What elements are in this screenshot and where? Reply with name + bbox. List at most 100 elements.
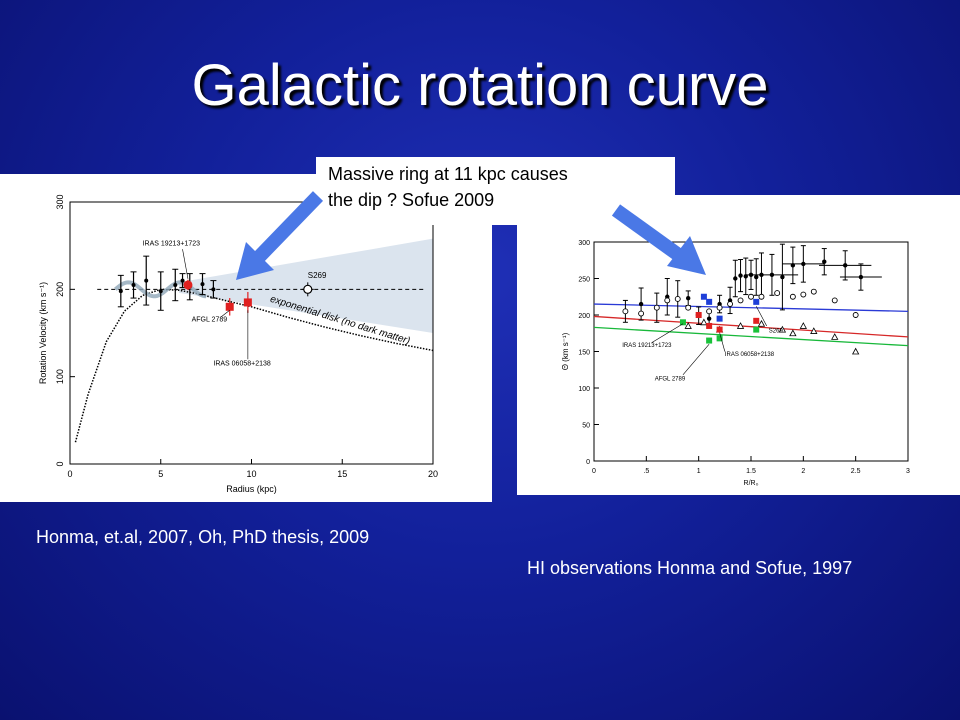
fit-line-green — [593, 326, 909, 347]
point-label-leader — [719, 332, 726, 352]
x-tick-label: 3 — [906, 468, 910, 475]
caption-left: Honma, et.al, 2007, Oh, PhD thesis, 2009 — [36, 527, 370, 547]
y-tick-label: 100 — [55, 369, 65, 384]
point-label: IRAS 06058+2138 — [725, 352, 775, 358]
open-triangle-point — [778, 325, 787, 333]
caption-right: HI observations Honma and Sofue, 1997 — [527, 558, 853, 578]
point-label: IRAS 06058+2138 — [213, 360, 271, 367]
maser-point — [183, 280, 193, 290]
data-point — [144, 278, 149, 283]
hi-observations-panel: 0 .5 1 1.5 2 2.5 3 0 50 100 150 200 250 300 R/R₀ Θ (km … — [517, 195, 960, 495]
open-triangle-point — [831, 333, 839, 340]
x-tick-label: 15 — [337, 469, 347, 479]
hi-rotation-chart: 0 .5 1 1.5 2 2.5 3 0 50 100 150 200 250 300 R/R₀ Θ (km … — [561, 240, 910, 487]
open-circle-point — [716, 304, 723, 311]
red-square-point — [753, 317, 760, 324]
open-triangle-point — [757, 319, 766, 327]
point-label-leader — [651, 323, 684, 343]
data-point — [158, 289, 163, 294]
blue-square-point — [700, 293, 707, 300]
green-square-point — [706, 337, 713, 344]
open-triangle-point — [736, 322, 745, 329]
x-tick-label: 2 — [801, 468, 805, 475]
y-tick-label: 0 — [586, 459, 590, 466]
data-point — [780, 274, 785, 280]
y-axis-label: Rotation Velocity (km s⁻¹) — [38, 282, 48, 384]
point-label: S269 — [769, 329, 784, 335]
data-point — [180, 278, 185, 283]
blue-square-point — [706, 298, 713, 305]
data-point — [822, 259, 827, 264]
data-point — [118, 289, 123, 294]
x-tick-label: .5 — [643, 468, 649, 475]
y-tick-label: 100 — [578, 386, 590, 393]
y-tick-label: 200 — [578, 313, 590, 320]
open-circle-point — [706, 308, 713, 315]
x-tick-label: 20 — [428, 469, 438, 479]
open-triangle-point — [684, 322, 692, 329]
open-circle-point — [674, 295, 681, 302]
data-point — [638, 301, 644, 307]
green-square-point — [679, 319, 686, 326]
open-circle-point — [685, 304, 692, 311]
open-circle-point — [800, 291, 807, 298]
y-tick-label: 50 — [582, 423, 590, 430]
open-circle-point — [789, 293, 796, 300]
x-tick-label: 5 — [158, 469, 163, 479]
point-label-leader — [182, 249, 189, 279]
open-circle-point — [748, 293, 754, 300]
data-point — [738, 273, 743, 278]
y-tick-label: 300 — [578, 240, 590, 247]
data-point — [686, 296, 691, 301]
red-square-point — [695, 312, 702, 318]
blue-square-point — [753, 298, 760, 305]
open-circle-point — [852, 312, 859, 318]
data-point — [733, 276, 738, 281]
blue-square-point — [716, 315, 723, 322]
open-circle-point — [737, 297, 744, 304]
maser-point — [243, 298, 252, 307]
data-point — [706, 316, 712, 321]
point-label-leader — [682, 344, 710, 376]
point-label: IRAS 19213+1723 — [143, 241, 201, 248]
y-tick-label: 200 — [55, 282, 65, 297]
data-point — [211, 287, 216, 292]
open-circle-point — [810, 288, 817, 295]
data-point — [200, 282, 205, 287]
open-circle-point — [774, 290, 781, 297]
green-square-point — [753, 326, 760, 333]
x-tick-label: 2.5 — [851, 468, 861, 475]
open-triangle-point — [810, 327, 818, 334]
point-label: S269 — [308, 271, 327, 280]
open-triangle-point — [851, 347, 860, 355]
x-tick-label: 1 — [697, 468, 701, 475]
x-tick-label: 1.5 — [746, 468, 756, 475]
open-triangle-point — [789, 329, 797, 337]
open-circle-point — [727, 301, 734, 308]
fit-line-blue — [593, 303, 909, 312]
red-square-point — [716, 326, 723, 333]
open-circle-point — [758, 293, 765, 300]
x-tick-label: 10 — [246, 469, 256, 479]
open-circle-point — [831, 297, 838, 304]
open-circle-point — [622, 308, 629, 315]
x-axis-label: R/R₀ — [744, 480, 759, 487]
data-point — [131, 282, 136, 287]
point-label: IRAS 19213+1723 — [622, 343, 672, 349]
green-square-point — [716, 335, 723, 342]
y-tick-label: 250 — [578, 277, 590, 284]
data-point — [754, 274, 759, 280]
point-label-leader — [220, 310, 230, 318]
open-circle-point — [664, 297, 671, 304]
point-label-leader — [755, 306, 767, 327]
fit-line-red — [593, 315, 909, 338]
data-point — [173, 282, 178, 287]
point-label: AFGL 2789 — [192, 317, 228, 324]
open-circle-point — [653, 304, 660, 311]
y-tick-label: 0 — [55, 461, 65, 466]
x-axis-label: Radius (kpc) — [226, 484, 277, 494]
open-triangle-point — [700, 318, 708, 326]
x-tick-label: 0 — [67, 469, 72, 479]
annotation-box: Massive ring at 11 kpc causes the dip ? … — [316, 157, 675, 225]
x-tick-label: 0 — [592, 468, 596, 475]
